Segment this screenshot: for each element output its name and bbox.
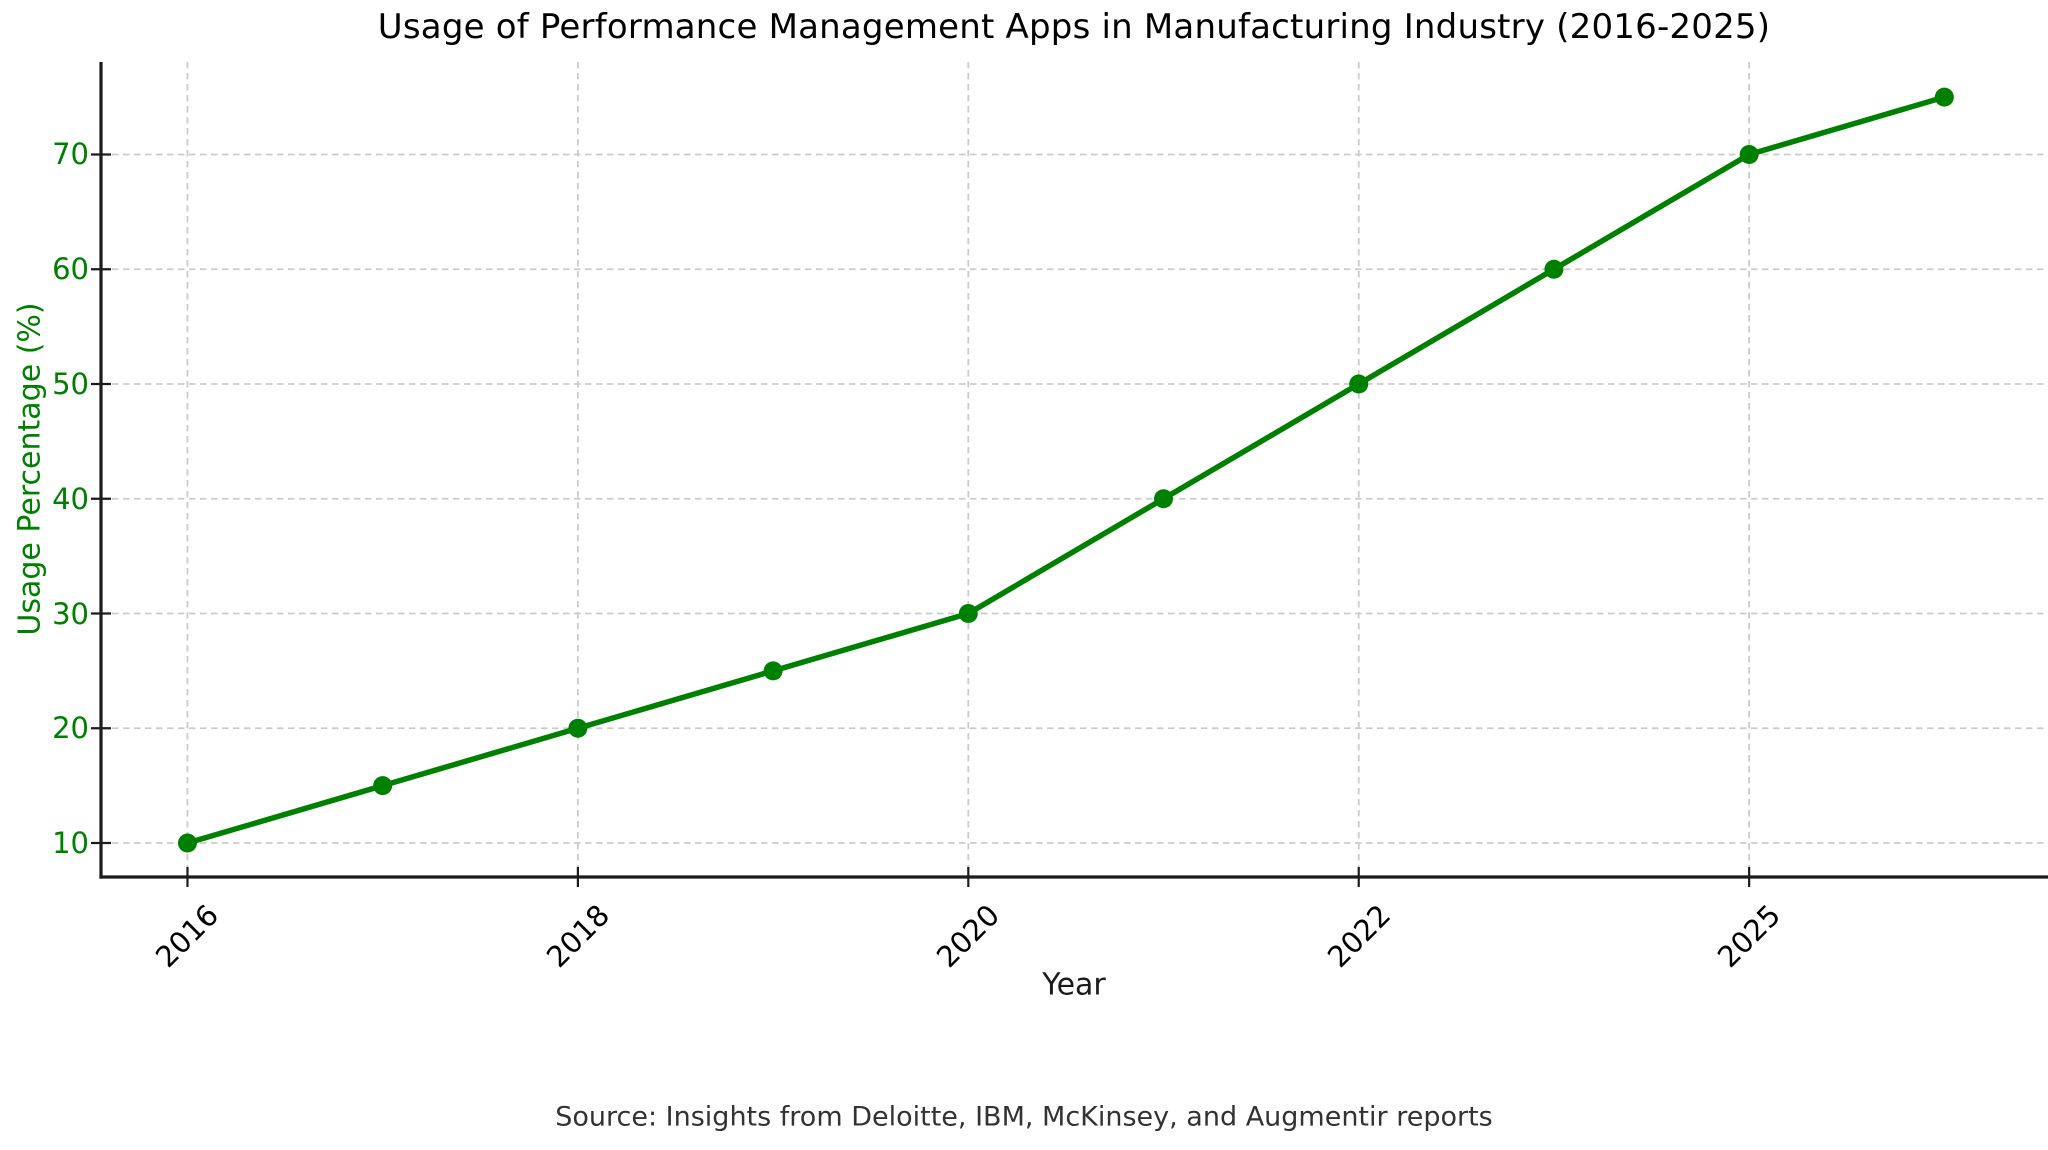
data-point-marker [568,718,588,738]
y-tick-label: 60 [52,252,89,287]
y-tick-label: 10 [52,826,89,861]
data-point-marker [1739,144,1759,164]
data-point-marker [1154,489,1174,509]
data-point-marker [763,661,783,681]
data-point-marker [958,604,978,624]
y-tick-label: 30 [52,596,89,631]
chart-title: Usage of Performance Management Apps in … [377,7,1771,47]
y-axis-label: Usage Percentage (%) [12,302,48,636]
data-point-marker [177,833,197,853]
data-point-marker [1544,259,1564,279]
data-point-marker [373,776,393,796]
source-note: Source: Insights from Deloitte, IBM, McK… [555,1101,1493,1133]
y-tick-label: 20 [52,711,89,746]
y-tick-label: 50 [52,367,89,401]
data-point-marker [1934,87,1954,107]
y-tick-label: 70 [52,137,89,172]
x-axis-label: Year [1042,967,1106,1003]
data-point-marker [1349,374,1369,394]
y-tick-label: 40 [52,481,89,516]
data-line [184,94,1948,846]
